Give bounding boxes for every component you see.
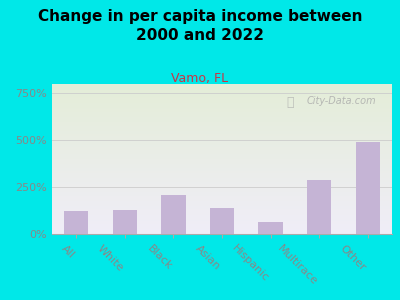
Text: Vamo, FL: Vamo, FL	[172, 72, 228, 85]
Bar	[356, 142, 380, 234]
Bar	[64, 211, 88, 234]
Text: ⓘ: ⓘ	[286, 96, 294, 109]
Bar	[113, 210, 137, 234]
Bar	[210, 208, 234, 234]
Text: City-Data.com: City-Data.com	[307, 96, 377, 106]
Bar	[161, 195, 186, 234]
Bar	[307, 180, 331, 234]
Bar	[258, 222, 283, 234]
Text: Change in per capita income between
2000 and 2022: Change in per capita income between 2000…	[38, 9, 362, 43]
